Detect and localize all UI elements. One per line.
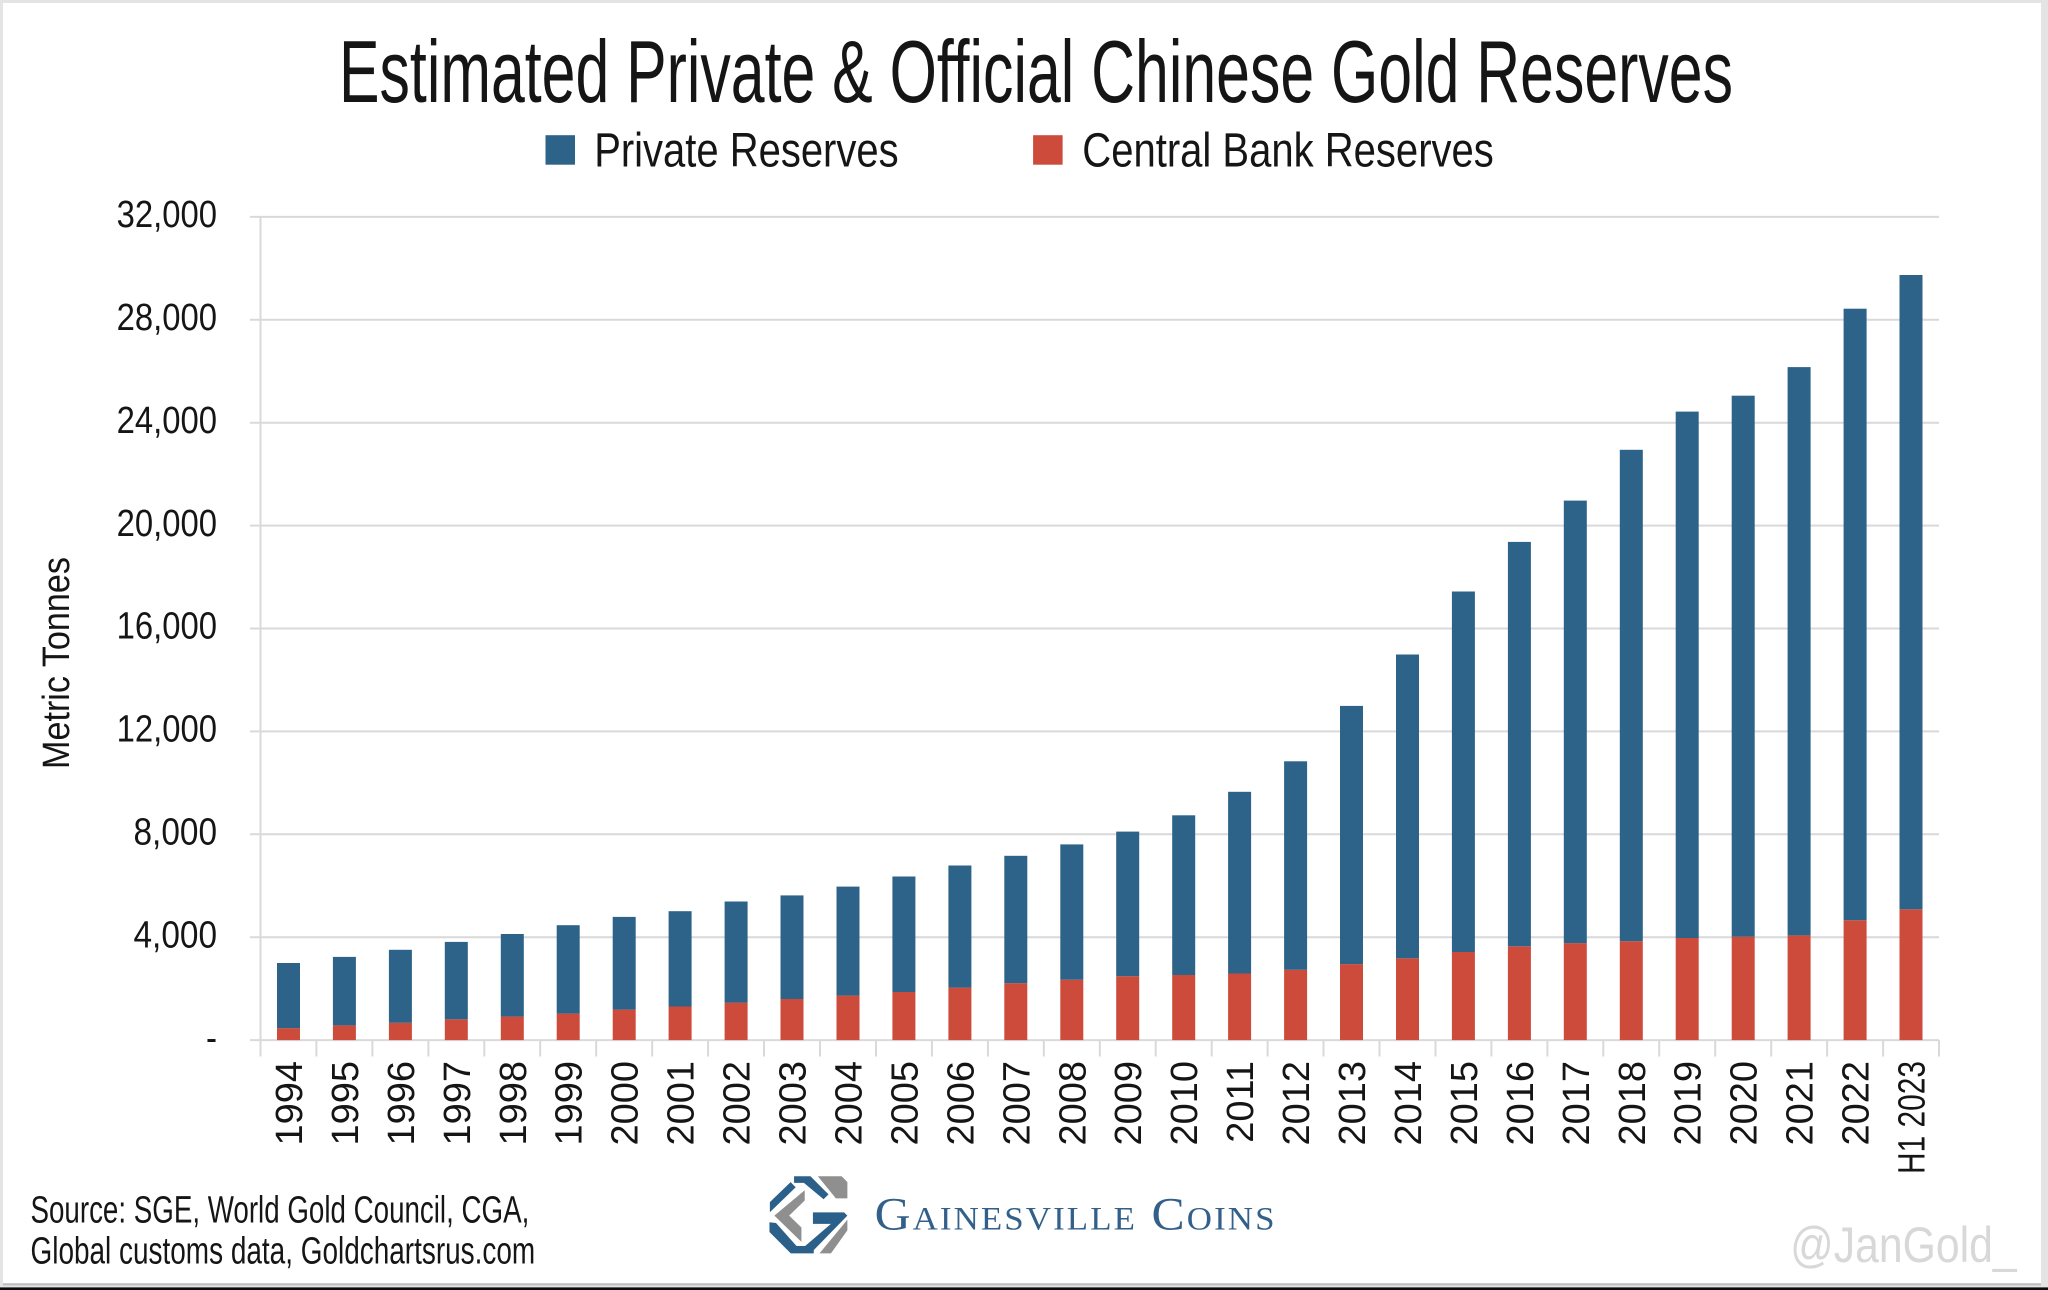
svg-text:2017: 2017 <box>1556 1061 1598 1146</box>
svg-text:2002: 2002 <box>717 1061 759 1146</box>
svg-text:@JanGold_: @JanGold_ <box>1790 1217 2017 1273</box>
svg-text:1994: 1994 <box>269 1061 311 1146</box>
svg-text:1995: 1995 <box>325 1061 367 1146</box>
svg-text:2000: 2000 <box>605 1061 647 1146</box>
svg-text:12,000: 12,000 <box>117 709 217 751</box>
svg-text:2021: 2021 <box>1780 1061 1822 1146</box>
svg-text:1997: 1997 <box>437 1061 479 1146</box>
svg-text:2008: 2008 <box>1052 1061 1094 1146</box>
svg-text:2019: 2019 <box>1668 1061 1710 1146</box>
svg-text:24,000: 24,000 <box>117 400 217 442</box>
svg-text:2010: 2010 <box>1164 1061 1206 1146</box>
svg-text:Global customs data, Goldchart: Global customs data, Goldchartsrus.com <box>31 1231 536 1273</box>
svg-text:28,000: 28,000 <box>117 297 217 339</box>
svg-text:16,000: 16,000 <box>117 606 217 648</box>
svg-text:Source: SGE, World Gold Counci: Source: SGE, World Gold Council, CGA, <box>31 1190 530 1232</box>
svg-text:Private Reserves: Private Reserves <box>594 124 898 177</box>
svg-text:2006: 2006 <box>940 1061 982 1146</box>
svg-text:Metric Tonnes: Metric Tonnes <box>36 557 78 769</box>
svg-text:2001: 2001 <box>661 1061 703 1146</box>
svg-text:H1 2023: H1 2023 <box>1892 1061 1934 1174</box>
svg-text:2022: 2022 <box>1836 1061 1878 1146</box>
svg-text:Estimated Private & Official C: Estimated Private & Official Chinese Gol… <box>339 22 1733 121</box>
svg-text:4,000: 4,000 <box>134 914 218 956</box>
svg-text:20,000: 20,000 <box>117 503 217 545</box>
svg-text:2016: 2016 <box>1500 1061 1542 1146</box>
svg-text:32,000: 32,000 <box>117 194 217 236</box>
svg-text:1999: 1999 <box>549 1061 591 1146</box>
svg-text:2009: 2009 <box>1108 1061 1150 1146</box>
svg-text:Central Bank Reserves: Central Bank Reserves <box>1082 124 1494 177</box>
svg-text:2013: 2013 <box>1332 1061 1374 1146</box>
svg-text:2014: 2014 <box>1388 1061 1430 1146</box>
svg-text:2011: 2011 <box>1220 1061 1262 1143</box>
svg-text:2012: 2012 <box>1276 1061 1318 1146</box>
svg-text:Gainesville Coins: Gainesville Coins <box>875 1188 1277 1240</box>
svg-text:2018: 2018 <box>1612 1061 1654 1146</box>
svg-text:1996: 1996 <box>381 1061 423 1146</box>
svg-text:-: - <box>206 1017 217 1059</box>
svg-text:2003: 2003 <box>773 1061 815 1146</box>
svg-text:2007: 2007 <box>996 1061 1038 1146</box>
svg-text:8,000: 8,000 <box>134 812 218 854</box>
svg-text:1998: 1998 <box>493 1061 535 1146</box>
svg-text:2020: 2020 <box>1724 1061 1766 1146</box>
svg-text:2005: 2005 <box>884 1061 926 1146</box>
svg-text:2004: 2004 <box>829 1061 871 1146</box>
svg-text:2015: 2015 <box>1444 1061 1486 1146</box>
